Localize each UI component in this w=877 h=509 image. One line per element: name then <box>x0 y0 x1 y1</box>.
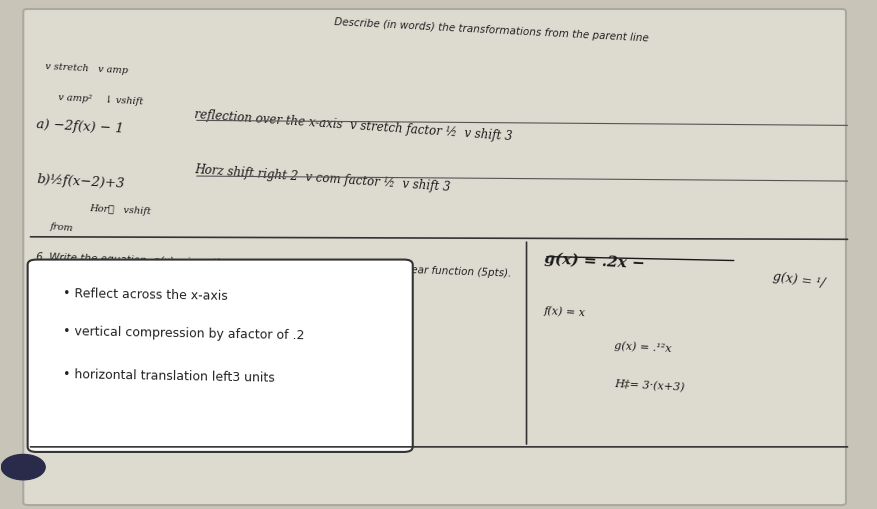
Text: • horizontal translation left3 units: • horizontal translation left3 units <box>62 369 275 385</box>
Text: v amp²    ↓ vshift: v amp² ↓ vshift <box>58 93 144 106</box>
Text: f(x) = x: f(x) = x <box>544 305 586 318</box>
Text: from: from <box>49 221 74 233</box>
Text: g(x) = .¹²x: g(x) = .¹²x <box>613 341 671 354</box>
FancyBboxPatch shape <box>27 260 412 452</box>
Text: v stretch   v amp: v stretch v amp <box>45 62 128 75</box>
Text: • Reflect across the x-axis: • Reflect across the x-axis <box>62 288 227 303</box>
Text: Describe (in words) the transformations from the parent line: Describe (in words) the transformations … <box>333 17 648 43</box>
Text: • vertical compression by afactor of .2: • vertical compression by afactor of .2 <box>62 325 303 343</box>
Text: a) −2f(x) − 1: a) −2f(x) − 1 <box>36 118 125 135</box>
Circle shape <box>2 455 45 480</box>
FancyBboxPatch shape <box>24 9 845 505</box>
Text: b)½f(x−2)+3: b)½f(x−2)+3 <box>36 174 125 191</box>
Text: Horz shift right 2  v com factor ½  v shift 3: Horz shift right 2 v com factor ½ v shif… <box>194 163 450 194</box>
Text: 6. Write the equation, g(x), given the transformation from the parent linear fun: 6. Write the equation, g(x), given the t… <box>36 252 511 278</box>
Text: reflection over the x-axis  v stretch factor ½  v shift 3: reflection over the x-axis v stretch fac… <box>194 108 512 143</box>
Text: g(x) = ¹/: g(x) = ¹/ <box>771 270 824 290</box>
Text: H‡= 3·(x+3): H‡= 3·(x+3) <box>613 379 684 392</box>
Text: g(x) = .2x −: g(x) = .2x − <box>544 252 645 272</box>
Text: Horℓ   vshift: Horℓ vshift <box>89 204 151 216</box>
